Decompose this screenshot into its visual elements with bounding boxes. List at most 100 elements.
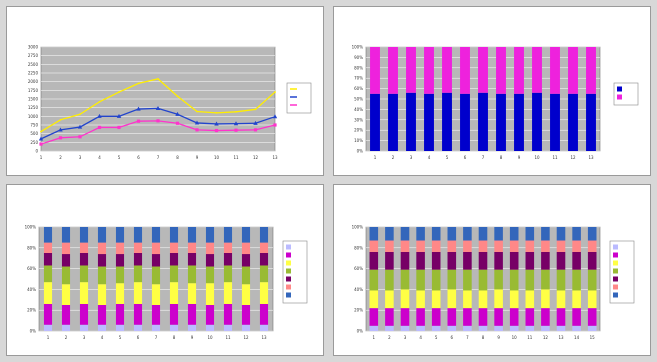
bar-segment: [169, 265, 179, 283]
chart-panel-age-right: 0% 20% 40% 60% 80% 100% 1 2 3 4 5 6 7 8 9 10 11 12 13 14 15: [333, 184, 651, 356]
data-point: [235, 110, 237, 113]
bar-segment: [259, 282, 269, 304]
bar-segment: [463, 308, 472, 326]
bar-segment: [97, 305, 107, 325]
bar-segment: [369, 251, 379, 270]
data-point: [137, 82, 140, 85]
bar-segment: [97, 284, 107, 305]
bar-segment: [133, 324, 143, 331]
bar-segment: [169, 303, 179, 325]
y-tick-label: 100%: [25, 225, 37, 230]
bar-segment: [541, 227, 550, 241]
bar-segment: [187, 265, 197, 284]
y-tick-label: 0: [35, 149, 38, 154]
bar-segment: [43, 253, 53, 266]
bar-segment: [369, 269, 379, 291]
y-tick-label: 0%: [357, 329, 364, 334]
bar-segment: [385, 251, 394, 270]
data-point: [155, 105, 161, 110]
bar-segment: [241, 266, 251, 285]
bar-segment: [385, 227, 394, 241]
bar-segment: [369, 290, 379, 309]
bar-segment: [416, 227, 425, 241]
x-tick-label: 4: [98, 155, 101, 160]
y-tick-label: 20%: [27, 308, 36, 313]
y-tick-label: 80%: [27, 245, 36, 250]
data-point: [118, 91, 120, 93]
bar-segment: [586, 93, 596, 151]
legend-swatch: [617, 86, 622, 92]
bar-segment: [169, 324, 179, 331]
data-point: [254, 108, 257, 111]
bar-segment: [556, 251, 566, 270]
y-tick-label: 100%: [352, 45, 364, 50]
bar-segment: [223, 265, 233, 283]
y-tick-label: 20%: [354, 308, 363, 313]
bar-segment: [447, 227, 457, 241]
bar-segment: [79, 303, 89, 325]
stacked-bar-chart: 0%10%20%30%40%50%60%70%80%90%100%1 2 3 4 5 6 7…: [352, 45, 639, 160]
bar-segment: [370, 93, 380, 151]
bar-segment: [187, 324, 197, 331]
legend-swatch: [286, 276, 291, 282]
x-tick-label: 9: [497, 335, 500, 340]
bar-segment: [79, 324, 89, 331]
bar-segment: [587, 227, 597, 241]
bar-segment: [478, 269, 488, 291]
bar-segment: [572, 269, 581, 291]
bar-segment: [205, 305, 215, 325]
legend-swatch: [286, 244, 291, 250]
data-point: [40, 130, 42, 133]
x-tick-label: 2: [59, 155, 62, 160]
bar-segment: [169, 282, 179, 304]
bar-segment: [241, 242, 251, 255]
x-tick-label: 4: [419, 335, 422, 340]
x-tick-label: 13: [588, 155, 594, 160]
bar-segment: [509, 240, 519, 252]
bar-segment: [568, 47, 578, 94]
bar-segment: [133, 242, 143, 253]
bar-segment: [43, 242, 53, 253]
bar-segment: [223, 242, 233, 253]
bar-segment: [169, 253, 179, 266]
bar-segment: [369, 227, 379, 241]
bar-segment: [424, 93, 434, 151]
data-point: [78, 135, 82, 139]
bar-segment: [385, 240, 394, 252]
bar-segment: [43, 303, 53, 325]
data-point: [214, 128, 219, 133]
bar-segment: [115, 324, 125, 331]
x-tick-label: 7: [155, 335, 158, 340]
bar-segment: [79, 282, 89, 304]
bar-segment: [442, 47, 452, 93]
y-tick-label: 2250: [28, 71, 39, 76]
bar-segment: [61, 324, 71, 331]
bar-segment: [572, 325, 581, 331]
bar-segment: [478, 92, 488, 151]
data-point: [175, 111, 180, 116]
x-tick-label: 3: [410, 155, 413, 160]
x-tick-label: 11: [233, 155, 239, 160]
bar-segment: [133, 282, 143, 304]
bar-segment: [442, 92, 452, 151]
bar-segment: [115, 266, 125, 284]
bar-segment: [385, 325, 394, 331]
y-tick-label: 250: [30, 140, 38, 145]
x-tick-label: 10: [207, 335, 213, 340]
data-point: [273, 123, 277, 127]
legend-swatch: [613, 244, 618, 250]
bar-segment: [151, 305, 161, 325]
bar-segment: [61, 227, 71, 243]
x-tick-label: 11: [527, 335, 533, 340]
bar-segment: [115, 283, 125, 304]
x-tick-label: 4: [428, 155, 431, 160]
bar-segment: [97, 227, 107, 243]
data-point: [116, 113, 122, 118]
y-tick-label: 2750: [28, 53, 39, 58]
bar-segment: [223, 227, 233, 243]
bar-segment: [241, 227, 251, 243]
bar-segment: [400, 308, 410, 326]
bar-segment: [369, 240, 379, 252]
bar-segment: [447, 240, 457, 252]
